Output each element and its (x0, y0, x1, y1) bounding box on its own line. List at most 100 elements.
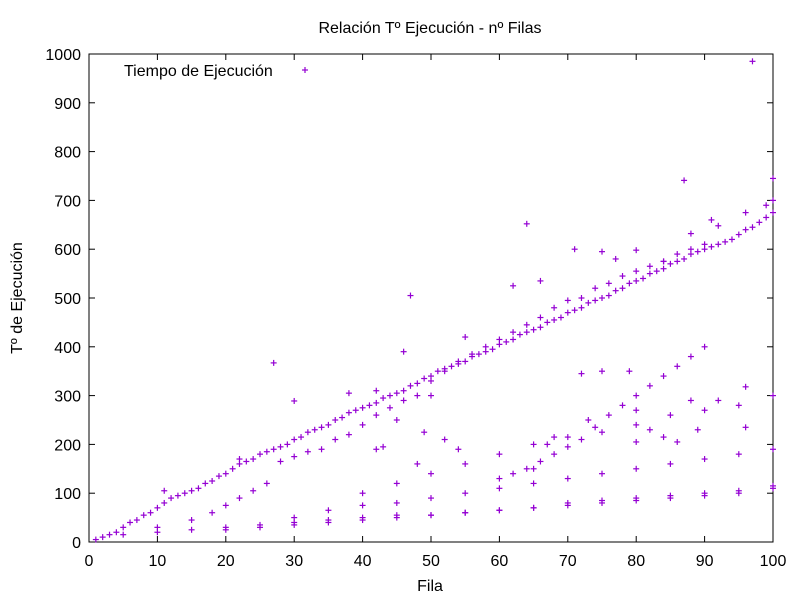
data-point (195, 485, 202, 492)
legend-marker (302, 67, 308, 73)
data-point (701, 241, 708, 248)
data-point (564, 309, 571, 316)
data-point (770, 482, 776, 489)
data-point (304, 448, 311, 455)
data-point (325, 421, 332, 428)
data-point (687, 230, 694, 237)
data-point (154, 504, 161, 511)
data-point (462, 490, 469, 497)
data-point (325, 519, 332, 526)
data-point (694, 248, 701, 255)
y-tick-label: 300 (54, 389, 81, 406)
data-point (564, 475, 571, 482)
data-points (92, 58, 776, 543)
data-point (599, 368, 605, 375)
data-point (345, 390, 352, 397)
data-point (345, 409, 352, 416)
data-point (626, 368, 633, 375)
data-point (496, 485, 503, 492)
data-point (742, 383, 749, 390)
data-point (510, 336, 517, 343)
data-point (510, 282, 517, 289)
data-point (359, 502, 366, 509)
y-tick-label: 600 (54, 242, 81, 259)
data-point (578, 436, 585, 443)
data-point (393, 390, 400, 397)
data-point (551, 304, 558, 311)
data-point (270, 359, 277, 366)
data-point (92, 536, 99, 543)
data-point (250, 487, 257, 494)
data-point (770, 446, 776, 453)
data-point (120, 531, 127, 538)
data-point (578, 304, 585, 311)
y-tick-label: 700 (54, 193, 81, 210)
data-point (174, 492, 181, 499)
data-point (770, 197, 776, 204)
data-point (154, 529, 161, 536)
data-point (373, 399, 380, 406)
data-point (681, 177, 688, 184)
data-point (674, 438, 681, 445)
data-point (414, 460, 421, 467)
data-point (722, 238, 729, 245)
data-point (298, 434, 305, 441)
data-point (359, 517, 366, 524)
data-point (578, 295, 585, 301)
data-point (701, 490, 708, 497)
x-axis-label: Fila (417, 578, 443, 595)
data-point (291, 397, 298, 404)
data-point (530, 441, 537, 448)
data-point (667, 492, 674, 499)
data-point (763, 202, 770, 209)
data-point (277, 443, 284, 450)
data-point (592, 424, 599, 431)
data-point (455, 358, 462, 365)
data-point (646, 382, 653, 389)
data-point (619, 285, 626, 292)
y-tick-label: 0 (72, 535, 81, 552)
data-point (619, 273, 626, 280)
data-point (120, 524, 127, 531)
data-point (633, 268, 640, 275)
data-point (325, 507, 332, 514)
data-point (113, 529, 120, 536)
data-point (633, 465, 640, 472)
data-point (373, 412, 380, 419)
data-point (523, 465, 530, 472)
data-point (428, 512, 434, 519)
data-point (605, 412, 612, 419)
x-tick-label: 10 (149, 553, 167, 570)
data-point (687, 397, 694, 404)
data-point (599, 295, 605, 301)
data-point (571, 246, 578, 253)
legend-plus-marker (302, 67, 308, 73)
data-point (202, 480, 209, 487)
data-point (735, 451, 742, 458)
data-point (373, 387, 380, 394)
data-point (564, 434, 571, 441)
data-point (380, 443, 387, 450)
data-point (640, 275, 647, 282)
y-axis-label: Tº de Ejecución (9, 242, 26, 354)
data-point (551, 316, 558, 323)
data-point (161, 487, 168, 494)
data-point (564, 443, 571, 450)
data-point (599, 470, 605, 477)
data-point (530, 480, 537, 487)
data-point (345, 431, 352, 438)
data-point (428, 495, 434, 502)
data-point (222, 502, 229, 509)
data-point (763, 214, 770, 221)
x-tick-label: 90 (696, 553, 714, 570)
data-point (489, 346, 496, 353)
data-point (373, 446, 380, 453)
data-point (359, 421, 366, 428)
data-point (646, 263, 653, 270)
data-point (209, 478, 216, 484)
data-point (715, 241, 722, 248)
data-point (428, 392, 434, 399)
data-point (564, 297, 571, 304)
data-point (530, 326, 537, 333)
data-point (619, 402, 626, 409)
